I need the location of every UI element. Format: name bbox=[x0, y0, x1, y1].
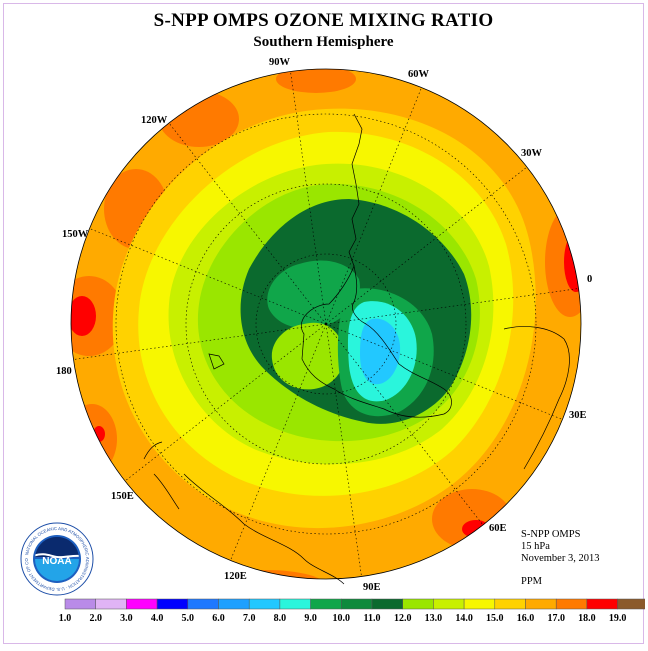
colorbar-swatch bbox=[555, 598, 588, 610]
colorbar: 1.0 2.0 3.0 4.0 5.0 6.0 7.0 8.0 9.0 10.0 11.0 12.0 1… bbox=[59, 598, 645, 624]
colorbar-swatches bbox=[64, 598, 645, 610]
lon-label-60w: 60W bbox=[408, 69, 430, 80]
colorbar-labels: 1.0 2.0 3.0 4.0 5.0 6.0 7.0 8.0 9.0 10.0 11.0 12.0 1… bbox=[59, 613, 627, 624]
colorbar-label: 3.0 bbox=[120, 613, 133, 624]
lat-60s bbox=[185, 183, 467, 465]
meridian-line bbox=[325, 166, 528, 325]
longitude-labels: 90W 60W 120W 30W 150W 0 180 30E 150E 60E… bbox=[56, 57, 592, 593]
lon-label-30w: 30W bbox=[521, 148, 543, 159]
antarctica-coast bbox=[301, 264, 452, 418]
blob-17-90w bbox=[276, 69, 356, 93]
lon-label-0: 0 bbox=[587, 274, 592, 285]
noaa-wordmark: NOAA bbox=[42, 556, 71, 567]
colorbar-swatch bbox=[126, 598, 158, 610]
coastlines bbox=[143, 113, 570, 585]
colorbar-swatch bbox=[402, 598, 434, 610]
blob-18-180 bbox=[71, 296, 96, 336]
pressure-level: 15 hPa bbox=[521, 541, 550, 552]
lon-label-180: 180 bbox=[56, 366, 72, 377]
units-label: PPM bbox=[521, 576, 543, 587]
colorbar-label: 14.0 bbox=[455, 613, 473, 624]
colorbar-label: 10.0 bbox=[333, 613, 351, 624]
meridian-line bbox=[325, 87, 422, 325]
colorbar-label: 16.0 bbox=[517, 613, 535, 624]
colorbar-label: 17.0 bbox=[547, 613, 565, 624]
colorbar-swatch bbox=[617, 598, 645, 610]
meridian-line bbox=[325, 323, 484, 526]
lon-label-150w: 150W bbox=[62, 229, 89, 240]
colorbar-label: 15.0 bbox=[486, 613, 504, 624]
colorbar-label: 18.0 bbox=[578, 613, 596, 624]
colorbar-swatch bbox=[341, 598, 373, 610]
colorbar-swatch bbox=[433, 598, 465, 610]
page-title: S-NPP OMPS OZONE MIXING RATIO bbox=[153, 10, 494, 31]
south-america-coast bbox=[348, 113, 363, 267]
band-10-inner bbox=[267, 260, 360, 329]
colorbar-swatch bbox=[494, 598, 526, 610]
meridian-line bbox=[230, 323, 327, 561]
colorbar-label: 7.0 bbox=[243, 613, 256, 624]
longitude-grid bbox=[73, 71, 579, 577]
new-zealand-coast bbox=[143, 441, 180, 510]
band-12-pole bbox=[271, 322, 345, 390]
colorbar-swatch bbox=[218, 598, 250, 610]
colorbar-swatch bbox=[248, 598, 281, 610]
meridian-line bbox=[325, 288, 579, 325]
colorbar-swatch bbox=[156, 598, 189, 610]
polar-ozone-map: 90W 60W 120W 30W 150W 0 180 30E 150E 60E… bbox=[56, 57, 592, 593]
lon-label-120w: 120W bbox=[141, 115, 168, 126]
meridian-line bbox=[73, 323, 327, 360]
colorbar-label: 5.0 bbox=[182, 613, 195, 624]
meridian-line bbox=[325, 323, 563, 420]
colorbar-swatch bbox=[463, 598, 496, 610]
colorbar-label: 1.0 bbox=[59, 613, 72, 624]
meridian-line bbox=[168, 122, 327, 325]
lon-label-150e: 150E bbox=[111, 491, 134, 502]
colorbar-label: 8.0 bbox=[274, 613, 287, 624]
lon-label-30e: 30E bbox=[569, 410, 587, 421]
australia-coast bbox=[183, 473, 345, 585]
meridian-line bbox=[290, 71, 327, 325]
globe-outline bbox=[70, 68, 582, 580]
lon-label-120e: 120E bbox=[224, 571, 247, 582]
info-block: S-NPP OMPS 15 hPa November 3, 2013 PPM bbox=[521, 529, 599, 588]
meridian-line bbox=[89, 228, 327, 325]
lon-label-90e: 90E bbox=[363, 582, 381, 593]
noaa-logo: NOAA NATIONAL OCEANIC AND ATMOSPHERIC AD… bbox=[20, 522, 94, 596]
colorbar-swatch bbox=[187, 598, 219, 610]
lon-label-60e: 60E bbox=[489, 523, 507, 534]
colorbar-label: 19.0 bbox=[609, 613, 627, 624]
colorbar-swatch bbox=[279, 598, 311, 610]
colorbar-label: 6.0 bbox=[212, 613, 225, 624]
map-panel: S-NPP OMPS OZONE MIXING RATIO Southern H… bbox=[3, 3, 645, 644]
colorbar-label: 13.0 bbox=[425, 613, 443, 624]
date-label: November 3, 2013 bbox=[521, 553, 600, 564]
page-subtitle: Southern Hemisphere bbox=[253, 34, 394, 50]
colorbar-label: 4.0 bbox=[151, 613, 164, 624]
lat-80s bbox=[255, 253, 397, 395]
colorbar-swatch bbox=[64, 598, 96, 610]
colorbar-swatch bbox=[371, 598, 403, 610]
island-coast bbox=[208, 353, 225, 370]
meridian-line bbox=[124, 323, 327, 482]
colorbar-label: 12.0 bbox=[394, 613, 412, 624]
colorbar-label: 9.0 bbox=[304, 613, 317, 624]
lon-label-90w: 90W bbox=[269, 57, 291, 68]
colorbar-swatch bbox=[525, 598, 557, 610]
latitude-grid bbox=[115, 113, 537, 535]
instrument-label: S-NPP OMPS bbox=[521, 529, 581, 540]
colorbar-swatch bbox=[586, 598, 618, 610]
meridian-line bbox=[325, 323, 362, 577]
colorbar-swatch bbox=[310, 598, 342, 610]
lat-40s bbox=[115, 113, 537, 535]
africa-coast bbox=[503, 326, 570, 470]
band-7-core bbox=[360, 318, 401, 385]
colorbar-label: 2.0 bbox=[89, 613, 102, 624]
colorbar-swatch bbox=[95, 598, 127, 610]
colorbar-label: 11.0 bbox=[364, 613, 381, 624]
